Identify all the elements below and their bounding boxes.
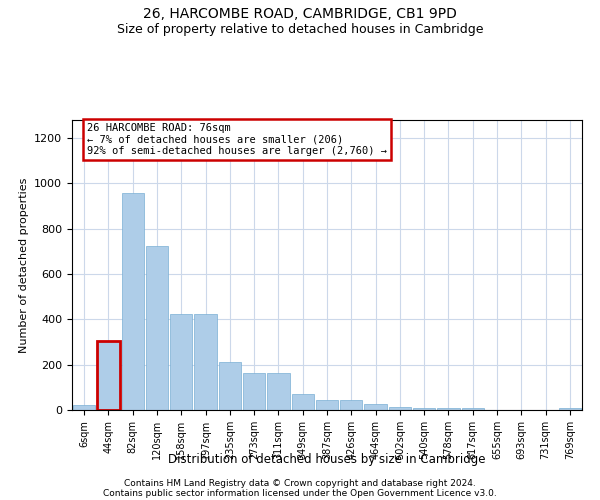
Text: Contains HM Land Registry data © Crown copyright and database right 2024.: Contains HM Land Registry data © Crown c… [124,478,476,488]
Bar [73,406,95,410]
Bar [97,341,119,410]
Text: 26, HARCOMBE ROAD, CAMBRIDGE, CB1 9PD: 26, HARCOMBE ROAD, CAMBRIDGE, CB1 9PD [143,8,457,22]
Bar [122,192,144,410]
Bar [364,404,387,410]
Bar [170,314,193,410]
Bar [413,408,436,410]
Text: Size of property relative to detached houses in Cambridge: Size of property relative to detached ho… [117,22,483,36]
Bar [218,362,241,410]
Bar [146,246,168,410]
Bar [559,408,581,410]
Bar [437,408,460,410]
Bar [389,406,411,410]
Bar [243,372,265,410]
Bar [267,372,290,410]
Bar [292,394,314,410]
Y-axis label: Number of detached properties: Number of detached properties [19,178,29,352]
Bar [340,400,362,410]
Bar [316,400,338,410]
Bar [461,408,484,410]
Text: 26 HARCOMBE ROAD: 76sqm
← 7% of detached houses are smaller (206)
92% of semi-de: 26 HARCOMBE ROAD: 76sqm ← 7% of detached… [88,123,388,156]
Text: Contains public sector information licensed under the Open Government Licence v3: Contains public sector information licen… [103,488,497,498]
Bar [194,314,217,410]
Text: Distribution of detached houses by size in Cambridge: Distribution of detached houses by size … [168,452,486,466]
